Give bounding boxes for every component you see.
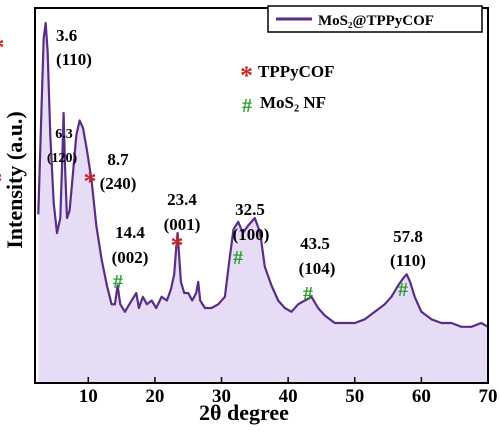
x-tick-label-10: 10 xyxy=(79,386,98,407)
x-tick-label-60: 60 xyxy=(412,386,431,407)
peak-marker-23.4: * xyxy=(171,231,184,260)
peak-position-label-6.3: 6.3 xyxy=(55,127,73,142)
x-tick-label-40: 40 xyxy=(279,386,298,407)
marker-legend-star-symbol: * xyxy=(240,61,253,90)
peak-marker-43.5: # xyxy=(303,283,313,305)
marker-legend-star-label: TPPyCOF xyxy=(258,62,335,81)
peak-marker-14.4: # xyxy=(113,271,123,293)
x-axis-title: 2θ degree xyxy=(199,400,289,425)
peak-index-label-57.8: (110) xyxy=(390,251,426,270)
peak-index-label-43.5: (104) xyxy=(299,259,336,278)
peak-index-label-32.5: (100) xyxy=(233,225,270,244)
series-area-fill xyxy=(38,23,489,383)
marker-legend: * TPPyCOF # MoS₂ NF xyxy=(240,61,335,117)
peak-marker-57.8: # xyxy=(398,279,408,301)
peak-index-label-6.3: (120) xyxy=(47,151,78,166)
series-line xyxy=(37,21,489,328)
peak-position-label-14.4: 14.4 xyxy=(115,223,145,242)
peak-marker-8.7: * xyxy=(84,167,97,196)
peak-position-label-43.5: 43.5 xyxy=(300,234,330,253)
peak-index-label-23.4: (001) xyxy=(164,215,201,234)
peak-position-label-3.6: 3.6 xyxy=(56,26,77,45)
peak-position-label-23.4: 23.4 xyxy=(167,190,197,209)
marker-legend-hash-label: MoS₂ NF xyxy=(260,93,326,112)
marker-legend-hash-symbol: # xyxy=(242,95,252,117)
x-tick-label-70: 70 xyxy=(479,386,498,407)
peak-position-label-8.7: 8.7 xyxy=(107,150,129,169)
legend-label: MoS₂@TPPyCOF xyxy=(318,13,434,29)
peak-position-label-57.8: 57.8 xyxy=(393,227,423,246)
peak-marker-32.5: # xyxy=(233,247,243,269)
legend: MoS₂@TPPyCOF xyxy=(267,5,483,33)
peak-index-label-14.4: (002) xyxy=(112,248,149,267)
peak-marker-6.3: * xyxy=(0,167,3,196)
peak-marker-3.6: * xyxy=(0,33,5,62)
peak-index-label-3.6: (110) xyxy=(56,50,92,69)
x-tick-label-50: 50 xyxy=(345,386,364,407)
y-axis-title: Intensity (a.u.) xyxy=(2,111,27,249)
plot-frame xyxy=(34,7,489,384)
peak-index-label-8.7: (240) xyxy=(100,174,137,193)
peak-position-label-32.5: 32.5 xyxy=(235,200,265,219)
x-tick-label-30: 30 xyxy=(212,386,231,407)
x-axis-ticks: 10 20 30 40 50 60 70 xyxy=(79,377,498,407)
x-tick-label-20: 20 xyxy=(145,386,164,407)
peak-annotations: * 3.6 (110) * 6.3 (120) * 8.7 (240) #14.4 (002) * 23… xyxy=(0,26,426,305)
